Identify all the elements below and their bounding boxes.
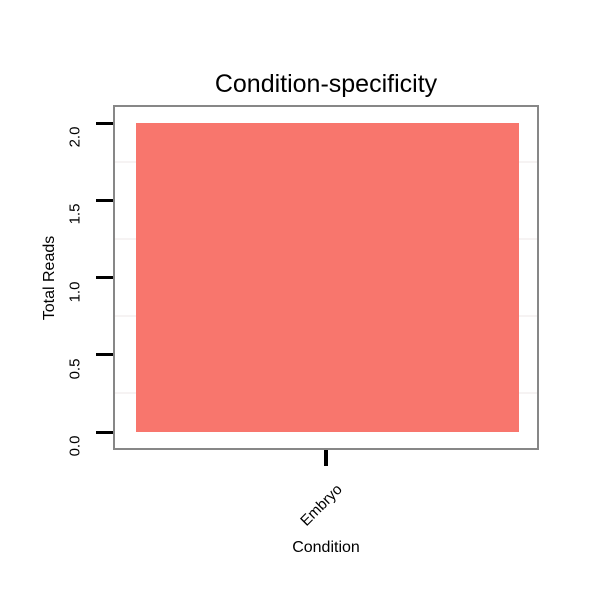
- x-axis-tick-label: Embryo: [297, 481, 347, 530]
- y-axis-tick-label: 0.5: [66, 358, 84, 380]
- chart-title: Condition-specificity: [214, 70, 438, 98]
- y-axis-tick-label: 1.0: [66, 281, 84, 302]
- bar-embryo: [136, 123, 519, 432]
- y-axis-tick-label: 2.0: [66, 126, 84, 148]
- x-axis-tick: [324, 450, 328, 466]
- x-axis-title: Condition: [292, 539, 360, 556]
- y-axis-tick-label: 1.5: [66, 203, 84, 225]
- y-axis-tick: [96, 121, 113, 125]
- y-axis-tick: [96, 198, 113, 202]
- y-axis-tick: [96, 430, 113, 434]
- y-axis-tick-label: 0.0: [66, 435, 84, 457]
- y-axis-title: Total Reads: [41, 235, 58, 321]
- y-axis-tick: [96, 276, 113, 279]
- y-axis-tick: [96, 353, 113, 357]
